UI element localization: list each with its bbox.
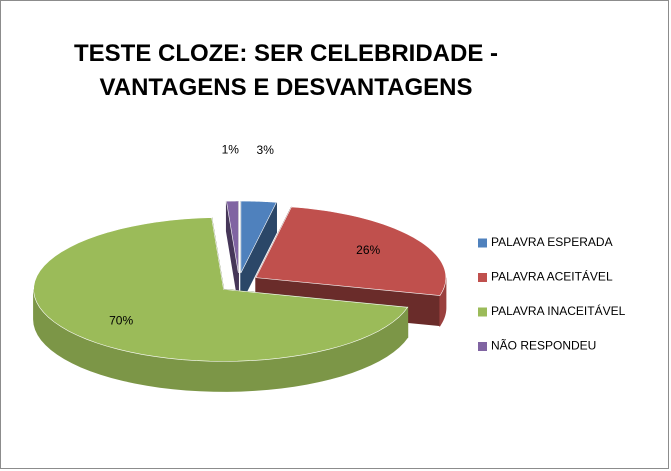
chart-title: TESTE CLOZE: SER CELEBRIDADE - VANTAGENS… bbox=[73, 40, 499, 101]
pie-slice bbox=[255, 206, 447, 296]
data-label: 26% bbox=[356, 243, 380, 257]
legend-label: PALAVRA ACEITÁVEL bbox=[491, 269, 613, 284]
pie-slice bbox=[240, 200, 277, 274]
data-label: 3% bbox=[257, 143, 275, 157]
pie-slice bbox=[226, 200, 239, 274]
data-label: 70% bbox=[109, 314, 133, 328]
legend-label: PALAVRA INACEITÁVEL bbox=[491, 303, 626, 318]
pie-slice bbox=[33, 217, 409, 362]
legend-label: NÃO RESPONDEU bbox=[491, 339, 596, 353]
legend-swatch bbox=[478, 238, 487, 248]
legend-swatch bbox=[478, 307, 487, 317]
legend-swatch bbox=[478, 342, 487, 351]
data-label: 1% bbox=[222, 142, 240, 156]
legend-swatch bbox=[478, 273, 487, 282]
legend-label: PALAVRA ESPERADA bbox=[491, 235, 613, 249]
